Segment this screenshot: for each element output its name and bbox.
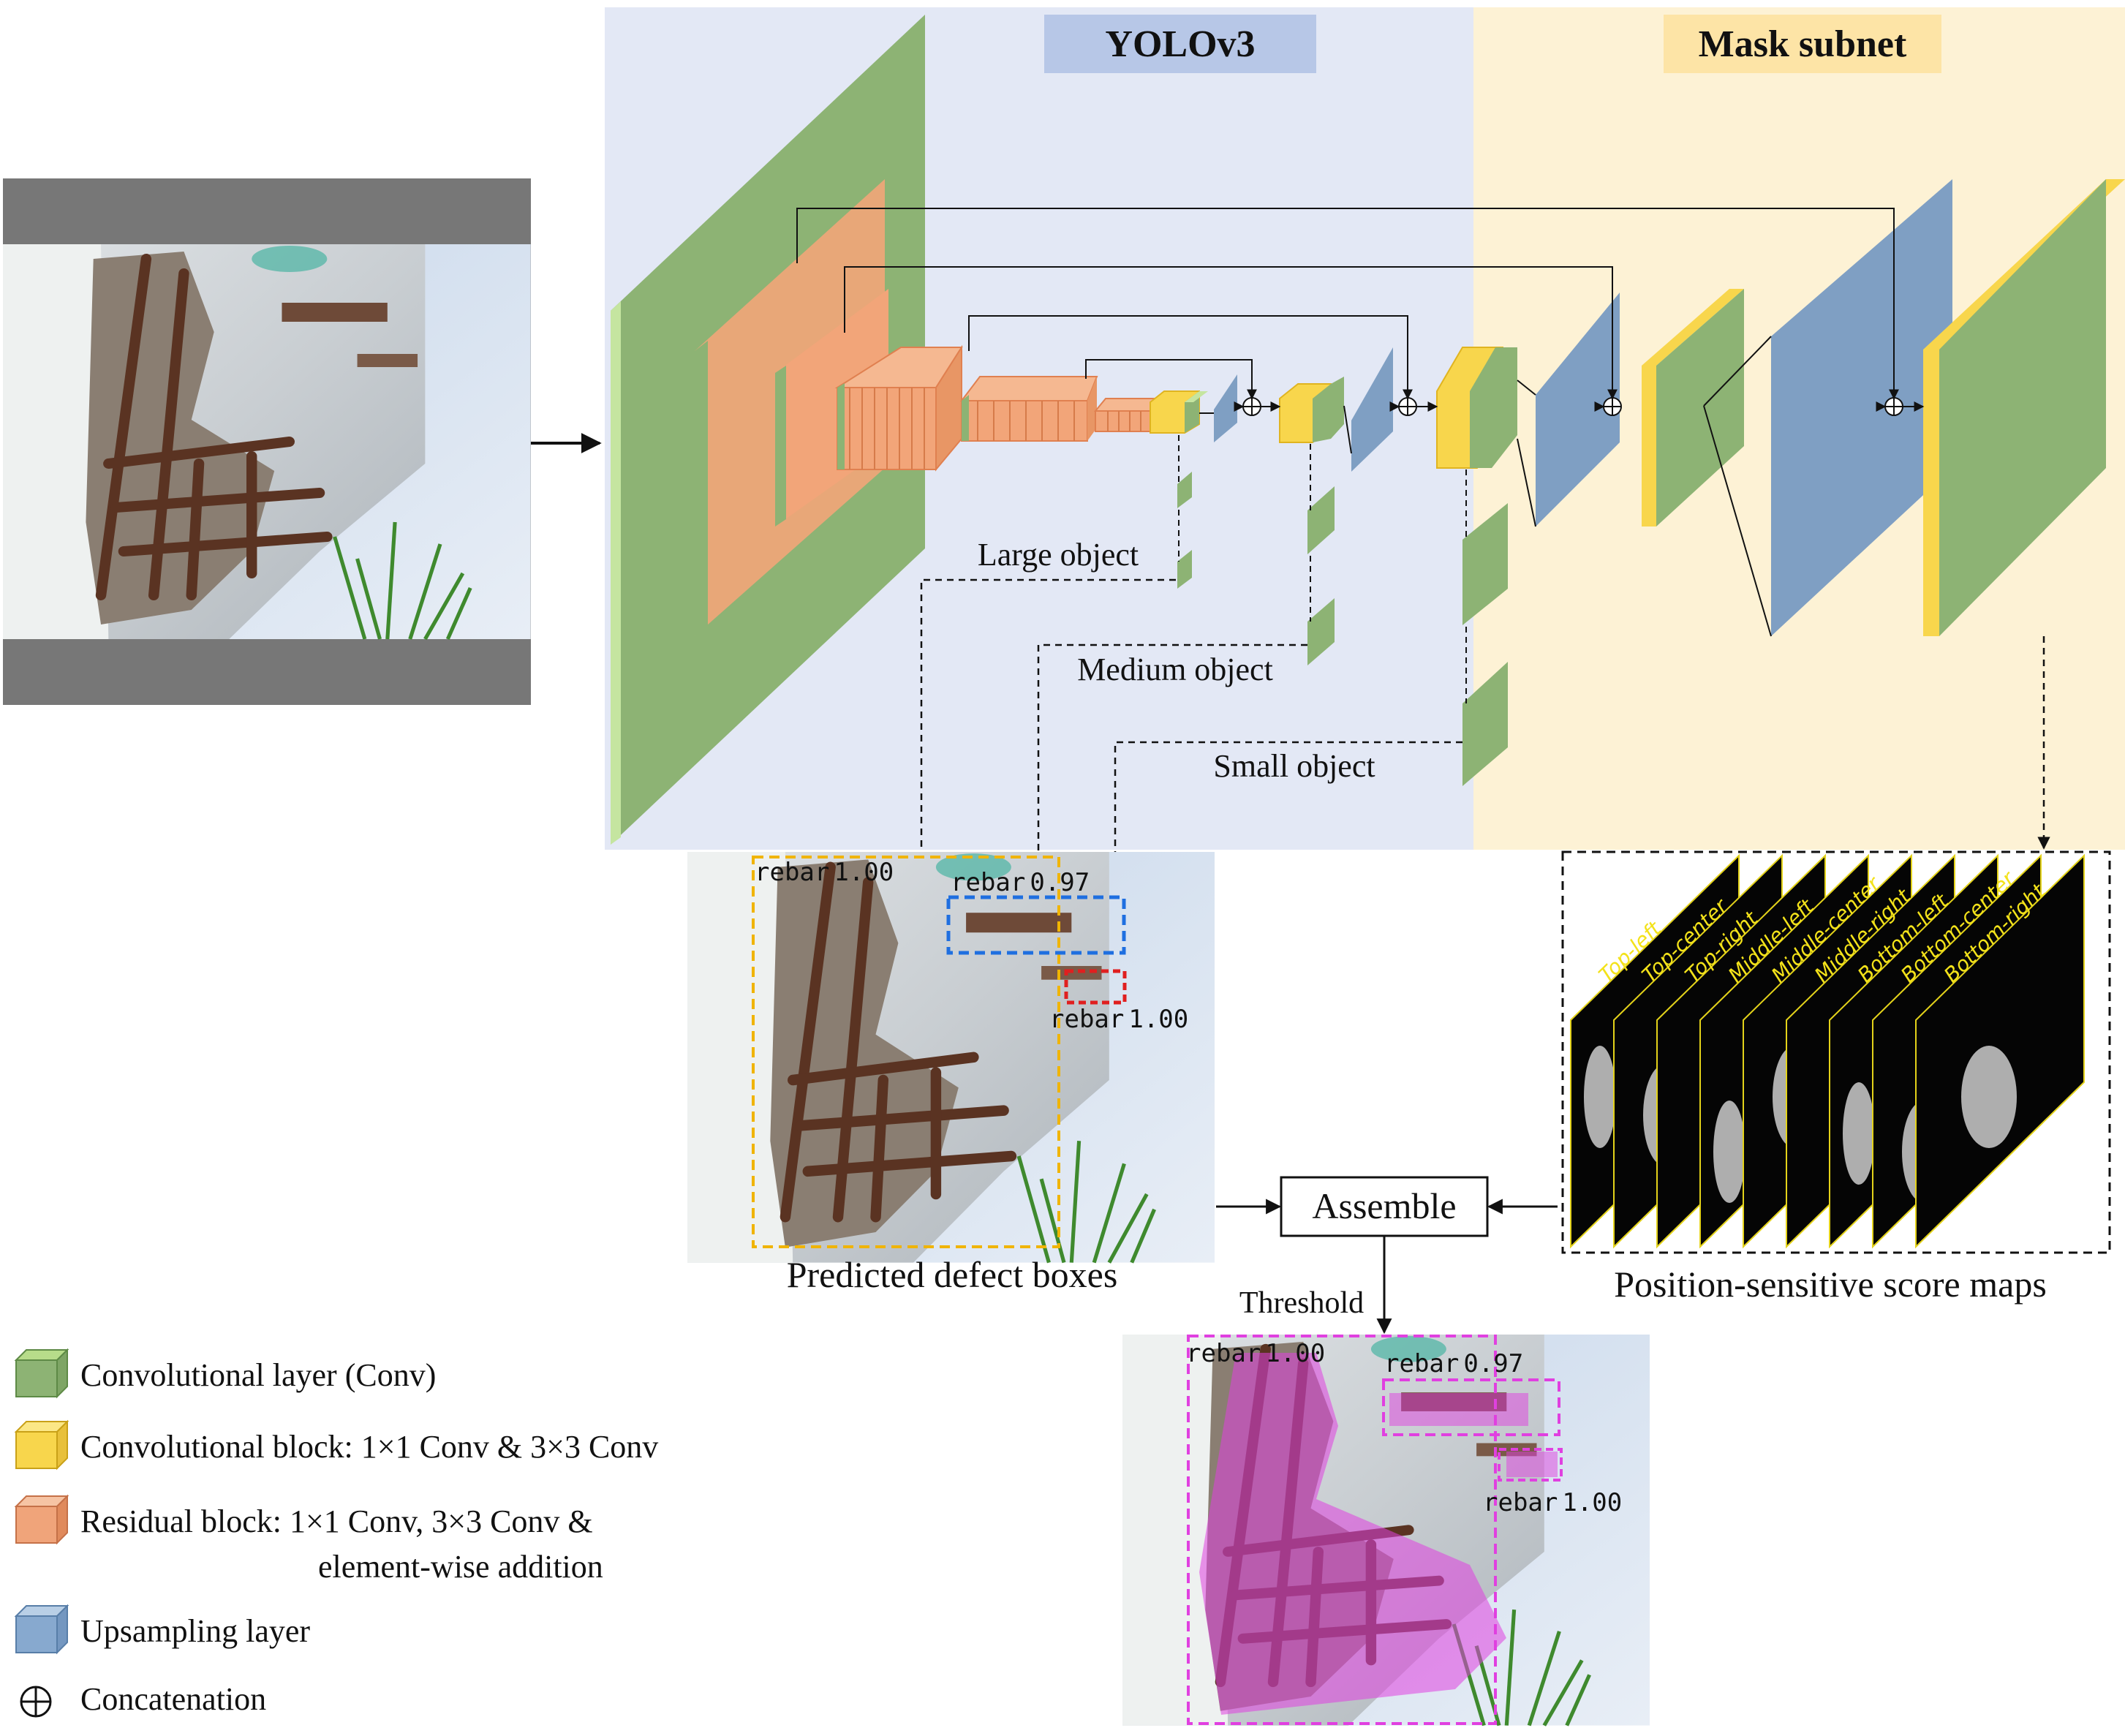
mask-label-1: rebar 1.00 [1186, 1339, 1325, 1368]
legend-concat-label: Concatenation [80, 1681, 266, 1717]
mask-label-3: rebar 1.00 [1483, 1488, 1622, 1517]
medium-object-label: Medium object [1077, 652, 1273, 687]
legend-conv-icon [16, 1350, 67, 1397]
threshold-label: Threshold [1239, 1286, 1364, 1320]
small-object-label: Small object [1213, 748, 1375, 784]
legend-residual-icon [16, 1496, 67, 1543]
legend-block-label: Convolutional block: 1×1 Conv & 3×3 Conv [80, 1429, 658, 1465]
legend-conv-label: Convolutional layer (Conv) [80, 1357, 436, 1393]
large-object-label: Large object [978, 537, 1139, 573]
residual-stack-4 [962, 377, 1097, 441]
mask-result-image [1122, 1335, 1650, 1726]
legend-block-icon [16, 1422, 67, 1468]
circle-plus-icon [1243, 398, 1261, 415]
yolo-title: YOLOv3 [1105, 23, 1255, 65]
det-label-3: rebar 1.00 [1049, 1005, 1188, 1034]
mask-label-2: rebar 0.97 [1384, 1349, 1523, 1378]
circle-plus-icon [1399, 398, 1416, 415]
mask-title: Mask subnet [1699, 23, 1907, 65]
legend-residual-label: Residual block: 1×1 Conv, 3×3 Conv & [80, 1503, 593, 1539]
predicted-boxes-image [687, 852, 1215, 1263]
legend-residual-label-2: element-wise addition [318, 1549, 603, 1585]
circle-plus-icon [1604, 398, 1621, 415]
legend-upsample-icon [16, 1606, 67, 1653]
circle-plus-icon [21, 1687, 50, 1716]
input-image [3, 178, 531, 705]
caption-boxes: Predicted defect boxes [787, 1254, 1118, 1295]
caption-score-maps: Position-sensitive score maps [1614, 1264, 2047, 1305]
score-maps: Top-leftTop-centerTop-rightMiddle-leftMi… [1571, 856, 2084, 1247]
assemble-label: Assemble [1312, 1185, 1456, 1226]
circle-plus-icon [1885, 398, 1903, 415]
legend: Convolutional layer (Conv) Convolutional… [16, 1350, 658, 1717]
det-label-2: rebar 0.97 [951, 868, 1090, 897]
det-label-1: rebar 1.00 [755, 858, 894, 887]
legend-upsample-label: Upsampling layer [80, 1613, 310, 1649]
